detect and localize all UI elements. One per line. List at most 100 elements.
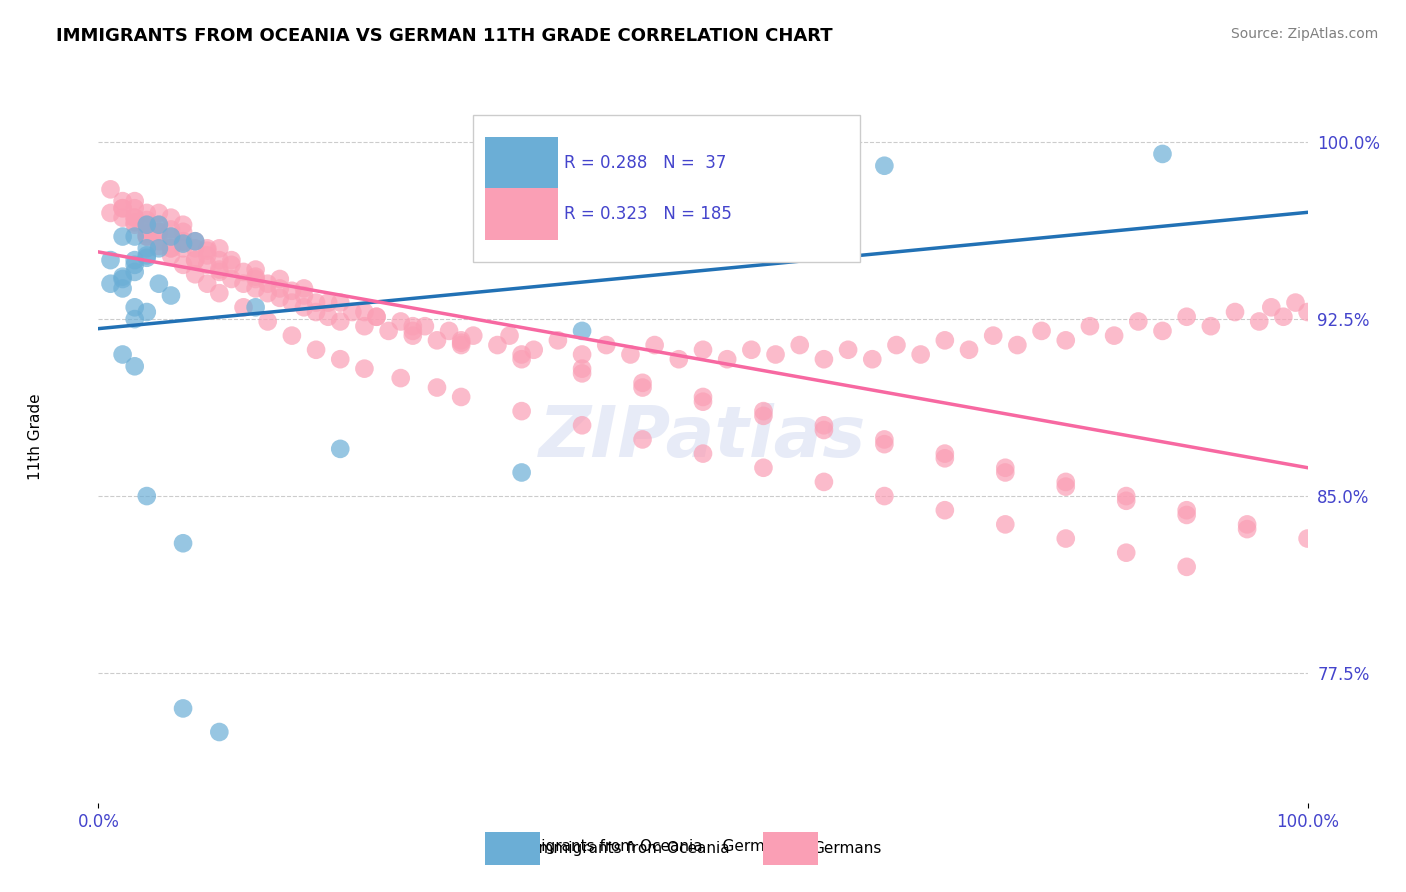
Germans [1054, 532, 1077, 546]
Germans [595, 338, 617, 352]
Germans [837, 343, 859, 357]
Germans [342, 305, 364, 319]
Germans [1296, 305, 1319, 319]
Text: Germans: Germans [811, 840, 882, 855]
Germans [619, 347, 641, 361]
Germans [981, 328, 1004, 343]
Germans [221, 253, 243, 268]
Immigrants from Oceania [160, 288, 183, 302]
Germans [316, 310, 339, 324]
Germans [269, 291, 291, 305]
Text: R = 0.288   N =  37: R = 0.288 N = 37 [564, 153, 727, 172]
Immigrants from Oceania [148, 277, 170, 291]
Germans [571, 418, 593, 433]
Germans [450, 335, 472, 350]
Germans [934, 503, 956, 517]
Germans [124, 194, 146, 208]
Germans [377, 324, 399, 338]
Germans [450, 334, 472, 348]
Germans [135, 213, 157, 227]
Germans [124, 201, 146, 215]
Immigrants from Oceania [124, 301, 146, 315]
Germans [184, 234, 207, 248]
Germans [402, 319, 425, 334]
Germans [292, 301, 315, 315]
Text: ZIPatlas: ZIPatlas [540, 402, 866, 472]
Germans [631, 376, 654, 390]
Germans [195, 258, 218, 272]
Germans [208, 286, 231, 301]
Immigrants from Oceania [135, 305, 157, 319]
Immigrants from Oceania [184, 234, 207, 248]
Immigrants from Oceania [160, 229, 183, 244]
Immigrants from Oceania [135, 251, 157, 265]
Germans [135, 227, 157, 242]
Germans [269, 281, 291, 295]
FancyBboxPatch shape [485, 188, 558, 240]
Germans [172, 225, 194, 239]
Germans [135, 222, 157, 236]
Germans [292, 288, 315, 302]
Immigrants from Oceania [124, 229, 146, 244]
Immigrants from Oceania [1152, 147, 1174, 161]
Text: Germans: Germans [703, 839, 792, 855]
Germans [195, 244, 218, 258]
Germans [1054, 480, 1077, 494]
Germans [329, 295, 352, 310]
Germans [934, 451, 956, 466]
Germans [668, 352, 690, 367]
Germans [135, 229, 157, 244]
FancyBboxPatch shape [485, 832, 540, 865]
Germans [873, 433, 896, 447]
Germans [1175, 503, 1198, 517]
Immigrants from Oceania [752, 206, 775, 220]
Germans [160, 222, 183, 236]
Germans [752, 404, 775, 418]
Immigrants from Oceania [208, 725, 231, 739]
Immigrants from Oceania [571, 324, 593, 338]
Germans [269, 272, 291, 286]
Germans [124, 218, 146, 232]
Germans [692, 447, 714, 461]
Germans [498, 328, 520, 343]
Immigrants from Oceania [172, 236, 194, 251]
Germans [135, 206, 157, 220]
Germans [160, 241, 183, 255]
Germans [1284, 295, 1306, 310]
Germans [523, 343, 546, 357]
Immigrants from Oceania [172, 536, 194, 550]
Germans [281, 295, 304, 310]
Germans [172, 258, 194, 272]
Immigrants from Oceania [124, 265, 146, 279]
Germans [644, 338, 666, 352]
Germans [148, 218, 170, 232]
Immigrants from Oceania [111, 269, 134, 284]
Germans [631, 380, 654, 394]
Germans [184, 241, 207, 255]
Germans [256, 286, 278, 301]
Germans [172, 234, 194, 248]
Germans [886, 338, 908, 352]
Germans [910, 347, 932, 361]
Germans [463, 328, 485, 343]
Germans [305, 305, 328, 319]
Germans [366, 310, 388, 324]
Germans [765, 347, 787, 361]
Germans [208, 241, 231, 255]
Germans [172, 234, 194, 248]
Germans [195, 248, 218, 262]
Text: R = 0.323   N = 185: R = 0.323 N = 185 [564, 205, 731, 223]
Germans [934, 447, 956, 461]
Germans [353, 305, 375, 319]
Germans [402, 328, 425, 343]
Immigrants from Oceania [111, 347, 134, 361]
Immigrants from Oceania [111, 281, 134, 295]
Germans [208, 265, 231, 279]
Y-axis label: 11th Grade: 11th Grade [28, 393, 42, 481]
Germans [135, 229, 157, 244]
Germans [631, 433, 654, 447]
Germans [208, 253, 231, 268]
Germans [413, 319, 436, 334]
Germans [281, 284, 304, 298]
Germans [221, 258, 243, 272]
